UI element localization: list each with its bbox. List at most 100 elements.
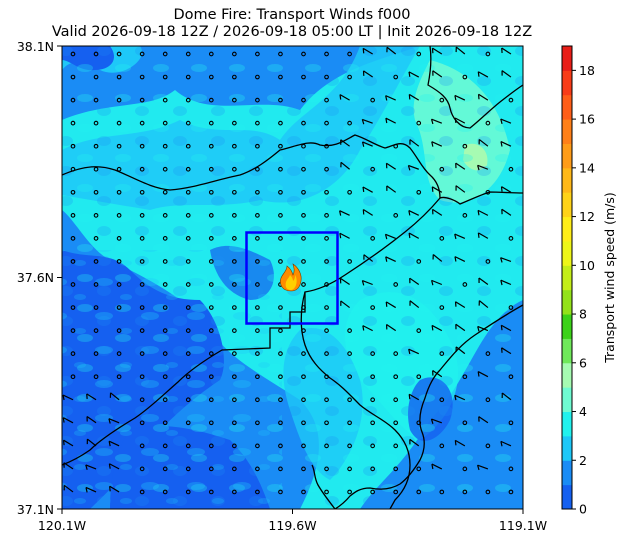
calm-wind-marker xyxy=(162,189,168,195)
x-tick-label: 120.1W xyxy=(38,518,86,533)
calm-wind-marker xyxy=(93,213,99,218)
wind-barb xyxy=(455,346,466,355)
wind-barb xyxy=(454,256,466,262)
calm-wind-marker xyxy=(278,305,283,310)
calm-wind-marker xyxy=(370,351,376,357)
calm-wind-marker xyxy=(278,259,283,264)
wind-barb xyxy=(431,186,443,193)
calm-wind-marker xyxy=(162,489,168,495)
wind-barb xyxy=(339,210,350,216)
calm-wind-marker xyxy=(485,443,491,449)
calm-wind-marker xyxy=(139,489,145,495)
calm-wind-marker xyxy=(208,166,214,172)
wind-barb xyxy=(500,279,512,286)
calm-wind-marker xyxy=(139,236,145,241)
calm-wind-marker xyxy=(255,143,260,149)
calm-wind-marker xyxy=(347,120,352,126)
wind-barb xyxy=(478,416,489,424)
calm-wind-marker xyxy=(393,466,399,472)
wind-barb xyxy=(501,392,512,401)
calm-wind-marker xyxy=(185,236,191,241)
calm-wind-marker xyxy=(208,489,214,495)
calm-wind-marker xyxy=(116,213,122,218)
calm-wind-marker xyxy=(162,143,168,149)
calm-wind-marker xyxy=(370,443,376,449)
calm-wind-marker xyxy=(324,489,329,495)
calm-wind-marker xyxy=(93,236,99,241)
calm-wind-marker xyxy=(255,213,260,218)
calm-wind-marker xyxy=(255,466,260,472)
calm-wind-marker xyxy=(278,143,283,149)
calm-wind-marker xyxy=(70,305,76,310)
calm-wind-marker xyxy=(232,489,237,495)
colorbar-ticks: 0 2 4 6 8 10 12 14 16 18 xyxy=(572,63,595,517)
calm-wind-marker xyxy=(208,120,214,126)
calm-wind-marker xyxy=(185,120,191,126)
calm-wind-marker xyxy=(278,236,283,241)
calm-wind-marker xyxy=(185,466,191,472)
wind-barb xyxy=(385,95,396,101)
calm-wind-marker xyxy=(324,166,329,172)
calm-wind-marker xyxy=(208,282,214,287)
calm-wind-marker xyxy=(162,213,168,218)
calm-wind-marker xyxy=(139,120,145,126)
wind-barb xyxy=(108,418,120,424)
calm-wind-marker xyxy=(70,189,76,195)
calm-wind-marker xyxy=(278,466,283,472)
colorbar-segment xyxy=(562,435,572,461)
calm-wind-marker xyxy=(462,282,468,287)
calm-wind-marker xyxy=(139,143,145,149)
calm-wind-marker xyxy=(93,328,99,333)
wind-barb xyxy=(500,141,512,147)
wind-barb xyxy=(386,185,397,193)
wind-barb xyxy=(454,94,466,101)
calm-wind-marker xyxy=(162,420,168,426)
colorbar-segments xyxy=(562,46,572,510)
wind-barb xyxy=(408,93,420,101)
calm-wind-marker xyxy=(301,51,306,57)
wind-barb xyxy=(454,439,466,447)
calm-wind-marker xyxy=(232,236,237,241)
calm-wind-marker xyxy=(162,97,168,103)
calm-wind-marker xyxy=(70,213,76,218)
county-boundary xyxy=(427,46,523,129)
calm-wind-marker xyxy=(508,374,514,380)
fire-icon xyxy=(280,263,302,292)
wind-barb xyxy=(109,392,120,401)
calm-wind-marker xyxy=(232,143,237,149)
x-tick-label: 119.1W xyxy=(499,518,547,533)
calm-wind-marker xyxy=(347,259,352,264)
colorbar-segment xyxy=(562,46,572,71)
colorbar-segment xyxy=(562,240,572,266)
calm-wind-marker xyxy=(416,328,422,333)
calm-wind-marker xyxy=(462,489,468,495)
calm-wind-marker xyxy=(162,305,168,310)
calm-wind-marker xyxy=(439,236,445,241)
calm-wind-marker xyxy=(324,74,329,80)
wind-barb xyxy=(455,185,466,193)
calm-wind-marker xyxy=(162,51,168,57)
calm-wind-marker xyxy=(278,397,283,403)
calm-wind-marker xyxy=(93,305,99,310)
calm-wind-marker xyxy=(324,374,329,380)
calm-wind-marker xyxy=(232,305,237,310)
calm-wind-marker xyxy=(393,282,399,287)
calm-wind-marker xyxy=(255,166,260,172)
calm-wind-marker xyxy=(324,282,329,287)
calm-wind-marker xyxy=(485,189,491,195)
calm-wind-marker xyxy=(255,282,260,287)
calm-wind-marker xyxy=(162,466,168,472)
calm-wind-marker xyxy=(70,120,76,126)
calm-wind-marker xyxy=(139,305,145,310)
wind-barb xyxy=(501,347,512,355)
wind-barb xyxy=(109,485,120,493)
wind-barb xyxy=(500,186,512,193)
calm-wind-marker xyxy=(462,74,468,80)
calm-wind-marker xyxy=(301,351,306,357)
calm-wind-marker xyxy=(208,259,214,264)
calm-wind-marker xyxy=(255,259,260,264)
calm-wind-marker xyxy=(278,97,283,103)
calm-wind-marker xyxy=(347,443,352,449)
calm-wind-marker xyxy=(462,374,468,380)
calm-wind-marker xyxy=(324,236,329,241)
